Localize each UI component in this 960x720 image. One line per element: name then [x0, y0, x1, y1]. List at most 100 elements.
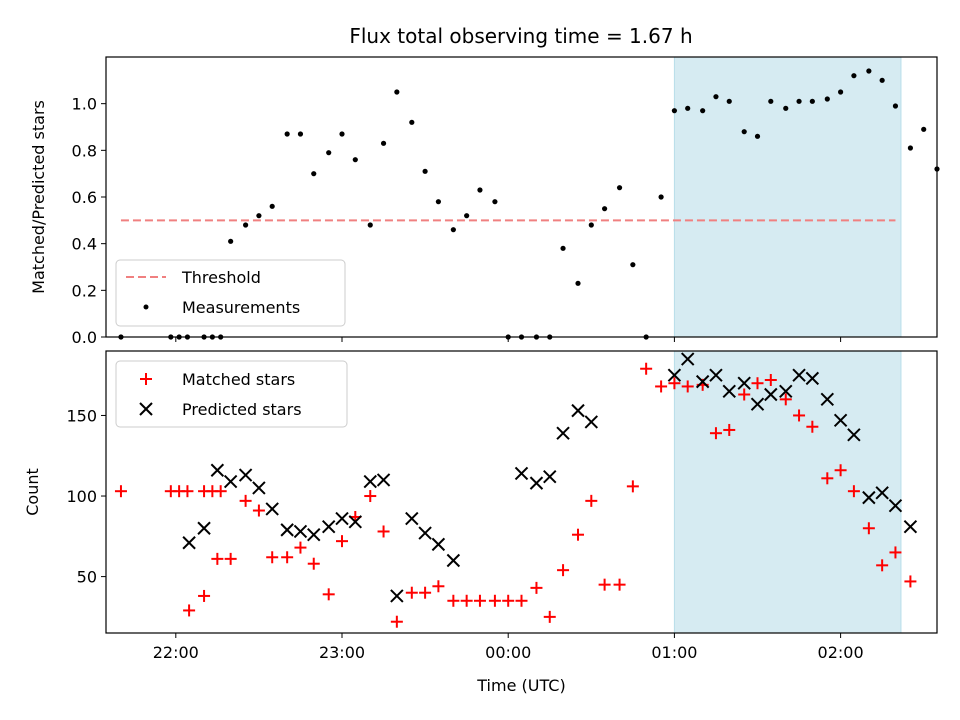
matched-star-point — [515, 594, 528, 607]
measurement-point — [256, 213, 262, 219]
x-tick-label: 23:00 — [319, 643, 365, 662]
predicted-star-point — [543, 469, 557, 484]
count-y-axis-label: Count — [23, 468, 42, 516]
matched-star-point — [585, 494, 598, 507]
measurement-point — [741, 129, 747, 135]
matched-star-point — [183, 604, 196, 617]
predicted-star-point — [792, 368, 806, 382]
matched-star-point — [738, 388, 751, 401]
y-tick-label: 0.4 — [72, 235, 97, 254]
measurement-points — [118, 68, 940, 340]
measurement-point — [228, 238, 234, 244]
measurement-point — [783, 105, 789, 111]
measurement-point — [658, 194, 664, 200]
measurement-point — [879, 77, 885, 83]
legend-predicted-swatch — [139, 402, 153, 416]
legend-matched-label: Matched stars — [182, 370, 295, 389]
matched-star-point — [488, 594, 501, 607]
x-axis-label: Time (UTC) — [476, 676, 565, 695]
legend-predicted-label: Predicted stars — [182, 400, 302, 419]
predicted-star-point — [695, 374, 710, 389]
matched-star-point — [211, 552, 224, 565]
y-tick-label: 1.0 — [72, 95, 97, 114]
matched-star-point — [266, 551, 279, 564]
x-tick-label: 02:00 — [818, 643, 864, 662]
matched-star-point — [543, 610, 556, 623]
x-tick-label: 22:00 — [153, 643, 199, 662]
matched-star-point — [655, 380, 668, 393]
matched-star-point — [557, 564, 570, 577]
predicted-star-point — [363, 474, 377, 489]
matched-star-point — [709, 427, 722, 440]
measurement-point — [671, 108, 678, 114]
predicted-star-point — [875, 486, 889, 500]
predicted-star-point — [737, 376, 751, 390]
predicted-star-point — [888, 498, 903, 513]
measurement-point — [685, 105, 691, 111]
predicted-star-point — [280, 523, 294, 537]
predicted-star-point — [418, 526, 432, 540]
matched-star-point — [432, 580, 445, 593]
measurement-point — [866, 68, 872, 74]
measurement-point — [422, 168, 428, 174]
measurement-point — [838, 89, 844, 95]
predicted-star-point — [182, 536, 196, 550]
count-panel-frame — [105, 350, 938, 634]
measurement-point — [326, 150, 332, 156]
matched-star-point — [281, 551, 294, 564]
predicted-star-point — [709, 368, 723, 382]
predicted-star-point — [252, 481, 266, 495]
chart-title: Flux total observing time = 1.67 h — [349, 24, 692, 48]
measurement-point — [754, 133, 761, 139]
measurement-point — [851, 73, 857, 79]
matched-star-point — [681, 380, 694, 393]
matched-star-point — [889, 546, 902, 559]
x-tick-label: 00:00 — [485, 643, 531, 662]
matched-star-point — [460, 594, 473, 607]
measurement-point — [700, 108, 706, 114]
y-tick-label: 0.2 — [72, 281, 97, 300]
measurement-point — [809, 98, 815, 104]
predicted-star-point — [293, 524, 308, 539]
matched-star-point — [806, 420, 819, 433]
predicted-star-point — [820, 392, 835, 407]
predicted-star-point — [750, 397, 765, 411]
matched-star-point — [239, 494, 252, 507]
matched-star-point — [447, 594, 460, 607]
matched-star-point — [419, 586, 432, 599]
ratio-legend: Threshold Measurements — [115, 259, 346, 327]
matched-star-point — [252, 504, 265, 517]
predicted-star-point — [584, 415, 599, 429]
measurement-point — [560, 245, 566, 251]
measurement-point — [297, 131, 304, 137]
measurement-point — [243, 222, 249, 228]
predicted-star-point — [514, 466, 529, 481]
measurement-point — [269, 203, 275, 209]
count-legend: Matched stars Predicted stars — [115, 360, 348, 428]
matched-star-point — [364, 490, 377, 503]
predicted-star-point — [805, 371, 820, 386]
matched-star-point — [764, 374, 777, 387]
measurement-point — [907, 145, 914, 151]
matched-star-point — [224, 552, 237, 565]
matched-star-point — [640, 362, 653, 375]
legend-measurements-swatch — [143, 304, 149, 310]
matched-star-point — [626, 480, 639, 493]
legend-measurements-label: Measurements — [182, 298, 300, 317]
measurement-point — [602, 206, 608, 212]
matched-star-point — [572, 528, 585, 541]
matched-star-point — [181, 485, 194, 498]
measurement-point — [311, 171, 317, 177]
matched-star-point — [793, 409, 806, 422]
y-tick-label: 50 — [77, 568, 97, 587]
predicted-star-point — [667, 368, 682, 382]
measurement-point — [492, 199, 498, 205]
matched-star-point — [336, 535, 349, 548]
measurement-point — [713, 94, 719, 100]
predicted-star-point — [265, 502, 279, 516]
predicted-star-point — [862, 490, 876, 505]
predicted-star-point — [571, 403, 585, 418]
ratio-y-ticks: 0.0 0.2 0.4 0.6 0.8 1.0 — [72, 95, 106, 347]
legend-matched-swatch — [140, 373, 152, 385]
